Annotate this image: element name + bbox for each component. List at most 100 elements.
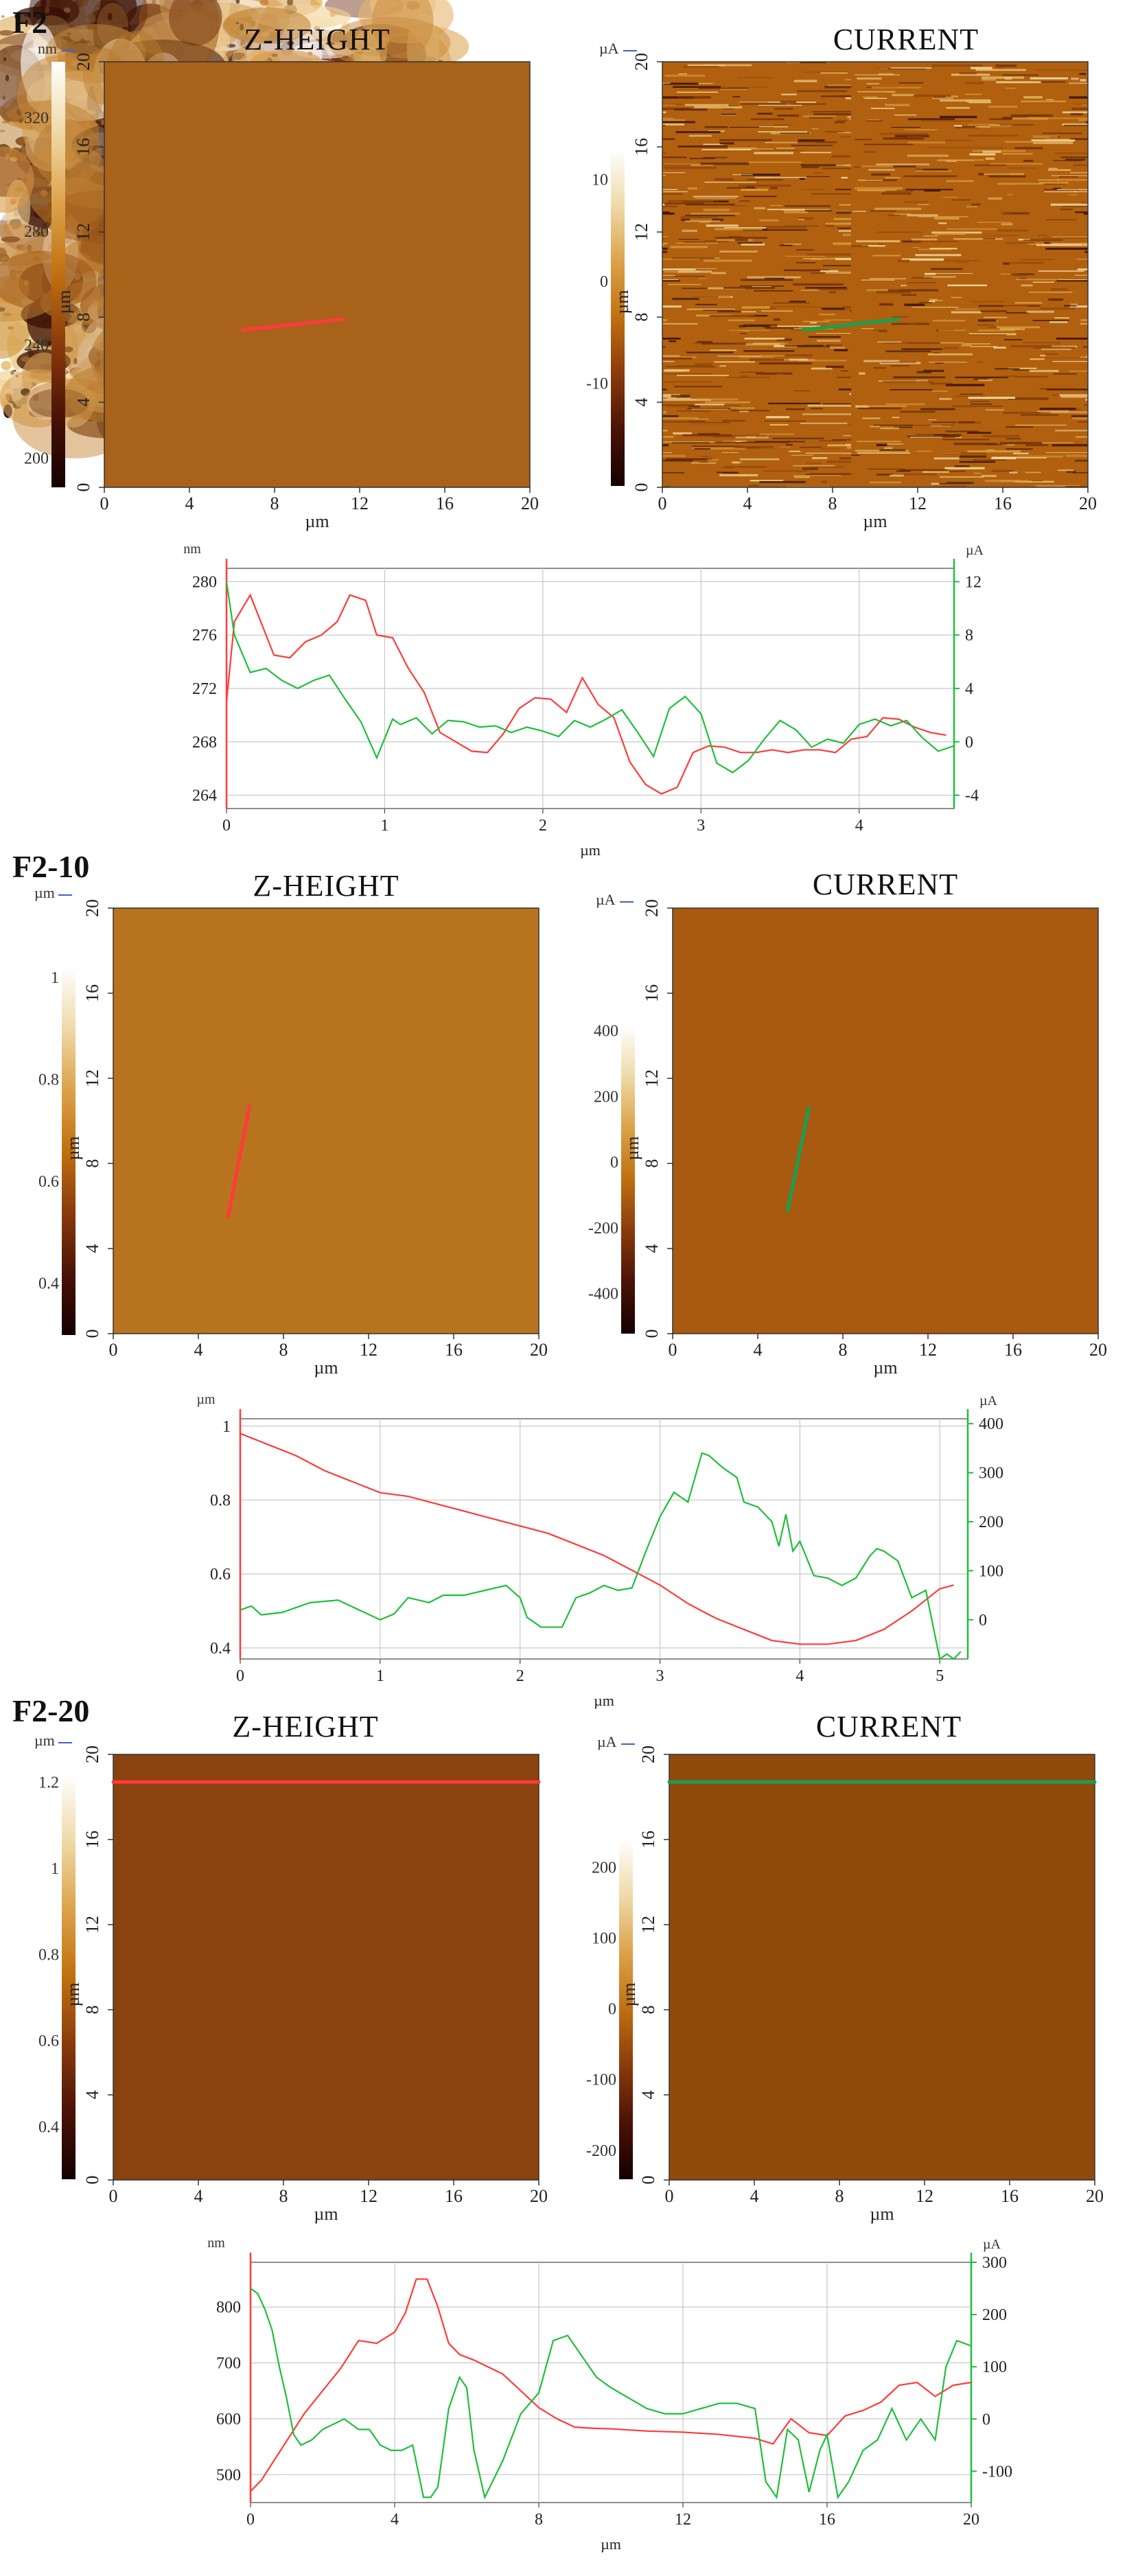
f2-10-current-xtick-label: 4 — [754, 1340, 763, 1360]
f2-current-yaxis-unit: µm — [612, 290, 632, 314]
f2-profile-xlabel: µm — [580, 842, 601, 859]
f2-profile-left-tick: 268 — [192, 734, 217, 752]
f2-10-current-ytick-label: 4 — [642, 1244, 662, 1253]
f2-profile-right-tick: 0 — [965, 734, 973, 752]
f2-20-current-ytick-label: 8 — [638, 2006, 658, 2015]
f2-10-profile-right-tick: 400 — [979, 1415, 1003, 1433]
f2-10-profile-xlabel: µm — [594, 1692, 614, 1709]
f2-height-title: Z-HEIGHT — [244, 23, 390, 56]
f2-current-xaxis-unit: µm — [863, 511, 887, 531]
f2-10-profile-right-tick: 200 — [979, 1513, 1003, 1531]
f2-current-frame — [662, 61, 1089, 488]
f2-10-height-ytick-label: 8 — [82, 1159, 102, 1168]
f2-height-ytick-label: 4 — [73, 398, 93, 407]
f2-20-current-map — [669, 1754, 1095, 2180]
f2-10-height-colorbar-tick: 0.6 — [38, 1173, 59, 1191]
f2-20-height-xtick-label: 0 — [109, 2186, 118, 2206]
f2-20-current-colorbar-unit: µA — [597, 1733, 617, 1750]
f2-20-profile-left-tick: 700 — [216, 2355, 241, 2373]
f2-10-current-ytick-label: 0 — [642, 1330, 662, 1338]
f2-height-xtick-label: 8 — [270, 494, 279, 513]
f2-20-current-colorbar-tick: 100 — [592, 1929, 616, 1947]
f2-10-current-frame — [672, 907, 1099, 1334]
f2-10-current-ytick-label: 16 — [642, 984, 662, 1002]
f2-current-ytick-label: 0 — [631, 483, 651, 492]
f2-height-xtick-label: 0 — [100, 494, 109, 513]
f2-panel-label: F2 — [12, 5, 47, 40]
f2-profile-right-tick: -4 — [965, 787, 979, 805]
f2-10-height-colorbar — [62, 968, 76, 1335]
f2-20-current-xaxis-unit: µm — [870, 2204, 894, 2224]
f2-current-xtick-label: 8 — [828, 494, 837, 513]
f2-10-profile-frame — [240, 1418, 968, 1660]
f2-20-height-ytick-label: 12 — [82, 1916, 102, 1934]
f2-20-profile-left-tick: 600 — [216, 2411, 241, 2428]
f2-10-current-ytick-label: 20 — [642, 899, 662, 917]
f2-20-height-ytick-label: 20 — [82, 1745, 102, 1763]
f2-profile-right-unit: µA — [966, 543, 984, 558]
f2-height-xtick-label: 4 — [185, 494, 194, 513]
f2-20-height-ytick-label: 0 — [82, 2176, 102, 2185]
f2-10-current-ytick-label: 8 — [642, 1159, 662, 1168]
f2-profile-xtick-label: 0 — [222, 817, 231, 835]
f2-current-ytick-label: 4 — [631, 398, 651, 407]
f2-20-profile-xtick-label: 16 — [819, 2511, 835, 2529]
f2-10-height-colorbar-tick: 0.8 — [38, 1071, 59, 1089]
f2-10-height-colorbar-tick: 0.4 — [38, 1275, 59, 1293]
f2-20-height-series — [250, 2278, 972, 2492]
f2-profile-xtick-label: 1 — [380, 817, 388, 835]
f2-profile-left-tick: 280 — [192, 573, 217, 591]
f2-height-yaxis-unit: µm — [54, 290, 74, 314]
f2-20-current-ytick-label: 16 — [638, 1831, 658, 1848]
f2-20-profile-right-tick: -100 — [982, 2463, 1012, 2481]
f2-20-profile-xtick-label: 12 — [675, 2511, 691, 2529]
f2-10-height-ytick-label: 12 — [82, 1069, 102, 1087]
f2-10-height-profile-line — [226, 1104, 251, 1218]
f2-20-current-xtick-label: 4 — [750, 2186, 759, 2206]
f2-profile-right-tick: 8 — [965, 627, 973, 645]
f2-10-current-xtick-label: 20 — [1089, 1340, 1107, 1360]
f2-20-profile-xtick-label: 20 — [963, 2511, 979, 2529]
f2-20-current-colorbar-tick: 0 — [608, 2001, 616, 2019]
f2-10-current-colorbar-unit: µA — [596, 891, 616, 908]
f2-10-height-xtick-label: 4 — [194, 1340, 203, 1360]
f2-10-height-colorbar-tick: 1 — [51, 969, 59, 987]
f2-profile-xtick-label: 2 — [539, 817, 547, 835]
f2-10-current-colorbar — [621, 1025, 635, 1334]
f2-height-colorbar — [51, 62, 65, 487]
f2-height-profile-line — [241, 317, 345, 332]
f2-profile-right-tick: 12 — [965, 573, 982, 591]
f2-10-profile-xtick-label: 3 — [656, 1667, 664, 1685]
f2-10-height-frame — [113, 907, 539, 1334]
f2-current-colorbar — [611, 150, 625, 486]
f2-current-colorbar-unit: µA — [599, 40, 619, 57]
f2-20-height-colorbar-tick: 0.8 — [38, 1947, 59, 1964]
f2-20-height-ytick-label: 16 — [82, 1831, 102, 1848]
f2-10-profile-left-unit: µm — [196, 1392, 216, 1407]
f2-10-height-xtick-label: 16 — [445, 1340, 463, 1360]
f2-10-profile-xtick-label: 2 — [516, 1667, 524, 1685]
f2-height-xtick-label: 20 — [521, 494, 539, 513]
f2-10-height-ytick-label: 16 — [82, 984, 102, 1002]
f2-20-profile-left-unit: nm — [207, 2236, 225, 2251]
f2-20-profile-right-tick: 200 — [982, 2306, 1007, 2324]
f2-20-height-colorbar — [62, 1774, 76, 2179]
f2-10-height-xaxis-unit: µm — [314, 1358, 338, 1378]
f2-height-ytick-label: 0 — [73, 483, 93, 492]
f2-20-profile-left-tick: 800 — [216, 2299, 241, 2317]
f2-20-current-xtick-label: 20 — [1086, 2186, 1104, 2206]
f2-10-height-xtick-label: 12 — [360, 1340, 378, 1360]
f2-10-profile-left-tick: 0.6 — [210, 1566, 231, 1583]
f2-height-colorbar-tick: 240 — [24, 336, 49, 354]
f2-current-ytick-label: 12 — [631, 223, 651, 241]
f2-profile-left-tick: 264 — [192, 787, 217, 805]
f2-10-profile-xtick-label: 5 — [936, 1667, 944, 1685]
f2-20-current-series — [250, 2288, 972, 2500]
f2-current-xtick-label: 4 — [743, 494, 752, 513]
f2-10-height-xtick-label: 20 — [530, 1340, 548, 1360]
f2-height-ytick-label: 16 — [73, 138, 93, 156]
f2-10-height-yaxis-unit: µm — [63, 1136, 83, 1160]
f2-20-current-title: CURRENT — [816, 1710, 962, 1743]
f2-height-frame — [104, 61, 531, 488]
